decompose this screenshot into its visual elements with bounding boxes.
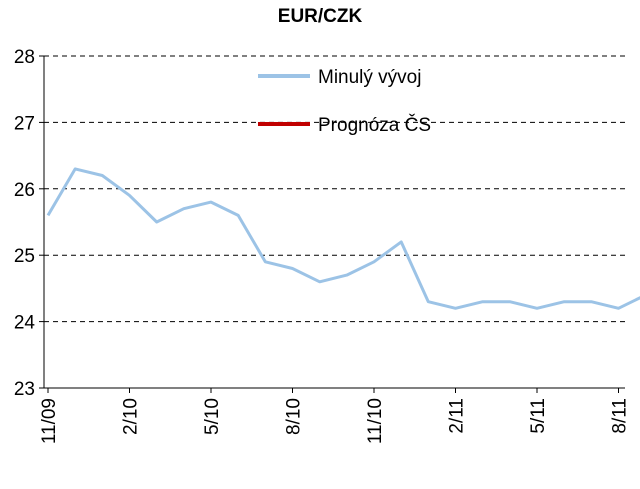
x-tick-label: 11/09: [39, 398, 60, 444]
y-tick-label: 25: [14, 246, 35, 267]
legend-label: Minulý vývoj: [318, 67, 421, 88]
y-tick-label: 26: [14, 180, 35, 201]
x-tick-label: 5/11: [528, 398, 549, 434]
y-tick-label: 28: [14, 47, 35, 68]
chart-title: EUR/CZK: [277, 6, 363, 27]
legend-label: Prognóza ČS: [318, 114, 431, 136]
y-tick-label: 23: [14, 379, 35, 400]
x-tick-label: 11/10: [365, 398, 386, 444]
y-tick-label: 24: [14, 313, 36, 334]
series-line-history: [46, 167, 640, 310]
y-tick-label: 27: [14, 113, 35, 134]
x-tick-label: 2/11: [447, 398, 468, 434]
x-tick-label: 5/10: [202, 398, 223, 435]
x-tick-label: 8/11: [610, 398, 631, 434]
x-tick-label: 8/10: [284, 398, 305, 435]
x-tick-label: 2/10: [121, 398, 142, 435]
